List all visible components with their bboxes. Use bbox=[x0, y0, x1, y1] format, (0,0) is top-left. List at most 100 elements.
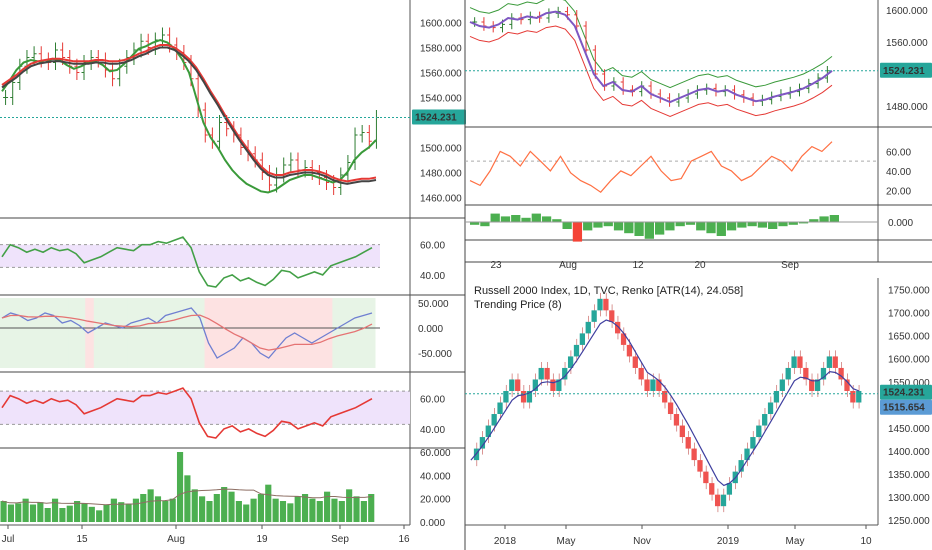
macd-histogram-bar bbox=[716, 222, 726, 236]
renko-brick bbox=[585, 321, 591, 334]
left-time-label: Aug bbox=[167, 534, 185, 545]
renko-brick bbox=[579, 333, 586, 345]
cci-bg-segment bbox=[0, 298, 10, 368]
volume-tick-label: 60.000 bbox=[420, 448, 451, 459]
volume-bar bbox=[22, 498, 29, 522]
cci-bg-segment bbox=[306, 298, 316, 368]
macd-histogram-bar bbox=[562, 222, 572, 229]
renko-brick bbox=[850, 390, 856, 403]
renko-brick bbox=[538, 367, 544, 380]
volume-bar bbox=[184, 475, 191, 522]
volume-bar bbox=[368, 494, 375, 522]
renko-brick bbox=[832, 356, 838, 368]
cci-bg-segment bbox=[213, 298, 223, 368]
cci-bg-segment bbox=[349, 298, 359, 368]
cci-bg-segment bbox=[221, 298, 231, 368]
renko-price-tick-label: 1350.000 bbox=[888, 470, 930, 481]
renko-brick bbox=[826, 356, 832, 368]
macd-histogram-bar bbox=[541, 216, 552, 222]
volume-bar bbox=[162, 501, 169, 522]
left-time-label: 19 bbox=[256, 534, 268, 545]
renko-brick bbox=[615, 321, 621, 334]
volume-bar bbox=[147, 489, 154, 522]
renko-brick bbox=[644, 379, 650, 391]
cci-bg-segment bbox=[51, 298, 61, 368]
volume-bar bbox=[176, 452, 184, 522]
volume-bar bbox=[0, 501, 7, 522]
renko-brick bbox=[544, 367, 550, 380]
volume-bar bbox=[265, 484, 272, 522]
volume-bar bbox=[191, 489, 198, 522]
volume-bar bbox=[360, 501, 367, 522]
renko-price-tick-label: 1300.000 bbox=[888, 493, 930, 504]
volume-bar bbox=[235, 501, 242, 522]
renko-brick bbox=[515, 379, 521, 391]
hist-tick-label: 0.000 bbox=[888, 218, 913, 229]
cci-bg-segment bbox=[59, 298, 69, 368]
cci-bg-segment bbox=[119, 298, 129, 368]
stoch-line bbox=[469, 141, 833, 193]
renko-brick bbox=[626, 344, 633, 357]
volume-bar bbox=[331, 498, 338, 522]
left-price-tick-label: 1480.000 bbox=[420, 169, 462, 180]
left-price-tick-label: 1580.000 bbox=[420, 44, 462, 55]
volume-bar bbox=[15, 503, 22, 522]
cci-signal-line bbox=[1, 314, 373, 351]
volume-tick-label: 0.000 bbox=[420, 518, 445, 529]
renko-brick bbox=[697, 460, 703, 472]
renko-brick bbox=[838, 367, 844, 380]
renko-brick bbox=[520, 390, 527, 403]
left-price-tick-label: 1540.000 bbox=[420, 94, 462, 105]
cci-bg-segment bbox=[178, 298, 188, 368]
cci-bg-segment bbox=[255, 298, 265, 368]
volume-bar bbox=[29, 504, 37, 522]
volume-ma-line bbox=[1, 488, 373, 506]
left-time-label: Jul bbox=[2, 534, 15, 545]
renko-time-label: 2018 bbox=[494, 536, 517, 547]
renko-brick bbox=[820, 367, 827, 380]
left-price-tick-label: 1500.000 bbox=[420, 144, 462, 155]
cci-bg-segment bbox=[68, 298, 78, 368]
renko-brick bbox=[703, 471, 709, 484]
macd-histogram-bar bbox=[583, 222, 593, 231]
bollinger-lower-line bbox=[469, 25, 833, 117]
renko-brick bbox=[720, 494, 727, 507]
renko-price-label-1: 1524.231 bbox=[883, 388, 925, 399]
stoch-tick-label: 20.00 bbox=[886, 186, 911, 197]
renko-brick bbox=[509, 379, 515, 391]
cci-bg-segment bbox=[230, 298, 240, 368]
renko-brick bbox=[491, 414, 497, 426]
renko-brick bbox=[667, 402, 674, 415]
left-time-label: Sep bbox=[331, 534, 349, 545]
volume-bar bbox=[206, 501, 213, 522]
volume-bar bbox=[88, 506, 95, 522]
macd-histogram-bar bbox=[624, 222, 634, 234]
renko-brick bbox=[750, 437, 756, 449]
renko-brick bbox=[779, 379, 785, 391]
volume-bar bbox=[338, 501, 345, 522]
rsi-band bbox=[0, 244, 380, 268]
cci-bg-segment bbox=[25, 298, 35, 368]
renko-brick bbox=[856, 390, 862, 403]
macd-histogram-bar bbox=[685, 222, 696, 225]
volume-bar bbox=[272, 498, 279, 522]
renko-brick bbox=[785, 367, 791, 380]
renko-price-tick-label: 1450.000 bbox=[888, 424, 930, 435]
macd-histogram-bar bbox=[747, 222, 757, 227]
volume-bar bbox=[44, 508, 51, 522]
ma-red-line bbox=[1, 44, 377, 183]
renko-brick bbox=[714, 494, 721, 507]
volume-bar bbox=[169, 498, 176, 522]
renko-brick bbox=[709, 483, 715, 495]
volume-tick-label: 40.000 bbox=[420, 471, 451, 482]
cci-bg-segment bbox=[110, 298, 120, 368]
cci-bg-segment bbox=[298, 298, 308, 368]
renko-brick bbox=[738, 460, 744, 472]
cci-bg-segment bbox=[332, 298, 342, 368]
stoch-tick-label: 60.00 bbox=[886, 147, 911, 158]
cci-bg-segment bbox=[153, 298, 163, 368]
volume-bar bbox=[309, 498, 316, 522]
macd-histogram-bar bbox=[593, 222, 603, 228]
macd-histogram-bar bbox=[757, 222, 768, 228]
renko-brick bbox=[814, 379, 821, 391]
